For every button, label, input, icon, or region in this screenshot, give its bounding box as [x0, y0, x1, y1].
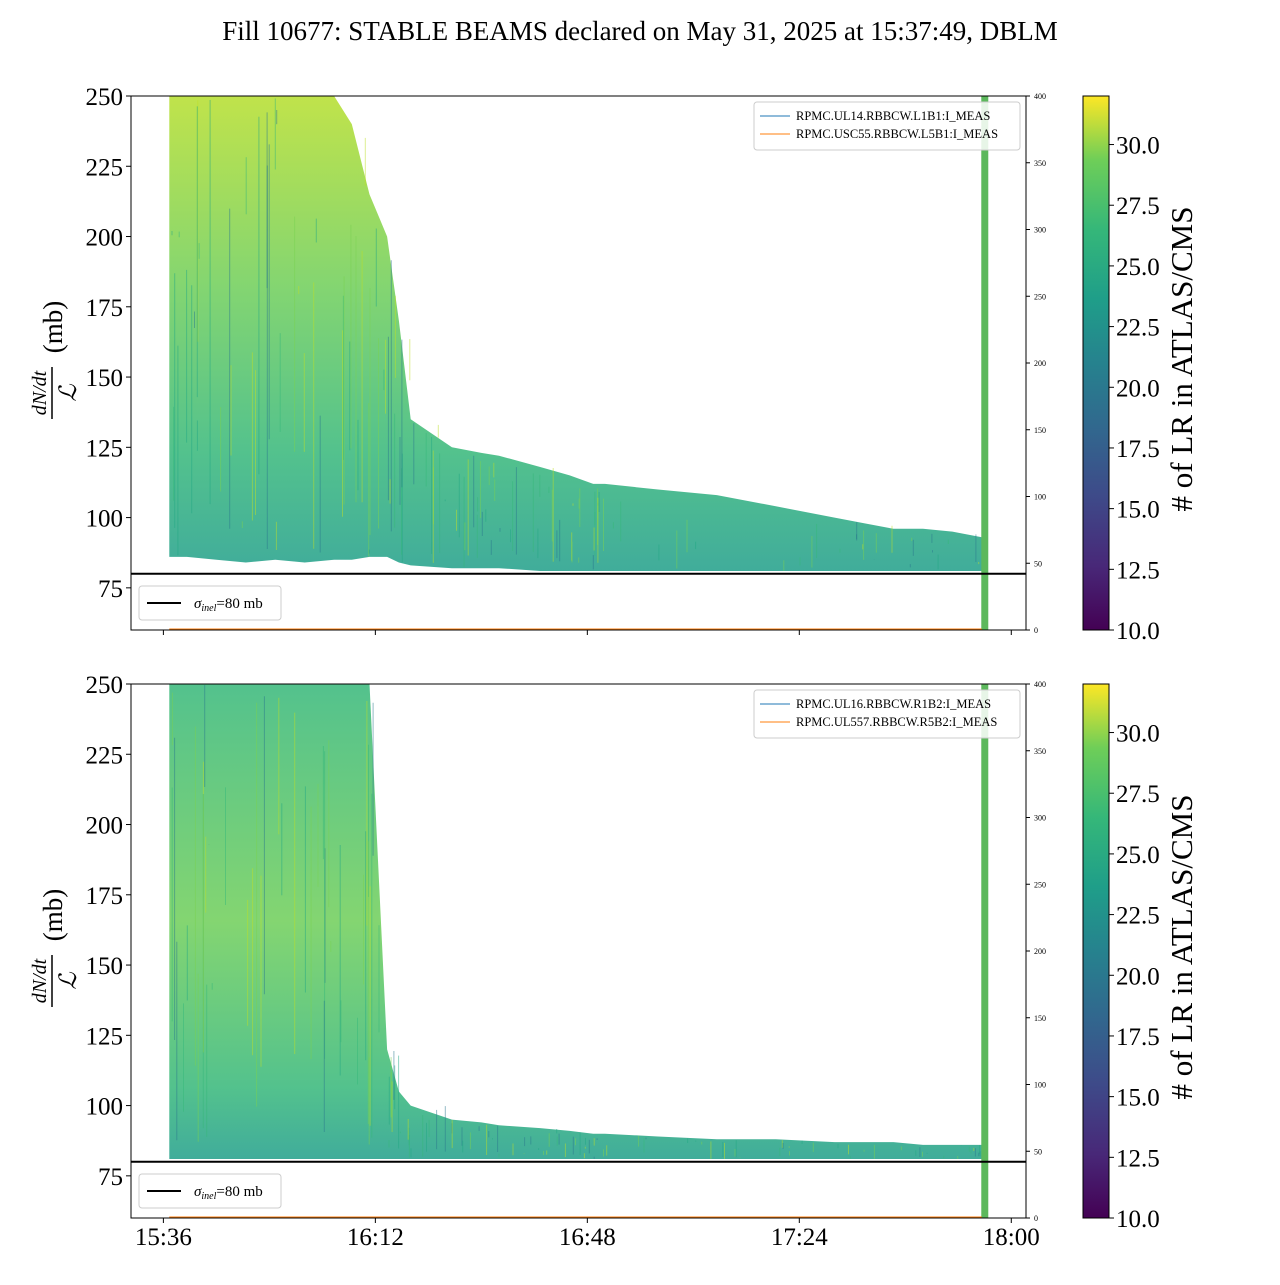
colorbar-tick-label: 15.0 — [1116, 1085, 1160, 1112]
series-legend: RPMC.UL14.RBBCW.L1B1:I_MEAS RPMC.USC55.RB… — [753, 101, 1021, 151]
colorbar-tick-label: 12.5 — [1116, 1145, 1160, 1172]
y-tick-label: 150 — [86, 953, 124, 980]
y-label-denominator: ℒ — [56, 972, 82, 990]
colorbar-label: # of LR in ATLAS/CMS — [1164, 795, 1199, 1100]
y-tick-label: 200 — [86, 813, 124, 840]
x-tick-label: 18:00 — [983, 1224, 1040, 1251]
y-axis-label: dN/dt ℒ (mb) — [29, 301, 82, 419]
y2-tick-label: 200 — [1034, 947, 1046, 956]
colorbar-tick-label: 20.0 — [1116, 963, 1160, 990]
y2-tick-label: 300 — [1034, 814, 1046, 823]
y2-tick-label: 100 — [1034, 1081, 1046, 1090]
y2-tick-label: 200 — [1034, 359, 1046, 368]
y-tick-label: 150 — [86, 365, 124, 392]
y-label-denominator: ℒ — [56, 384, 82, 402]
legend-label: RPMC.UL14.RBBCW.L1B1:I_MEAS — [796, 109, 990, 123]
signal-layer — [169, 684, 982, 1159]
y-label-unit: (mb) — [38, 889, 68, 941]
legend-label: RPMC.UL16.RBBCW.R1B2:I_MEAS — [796, 697, 991, 711]
y-axis-label: dN/dt ℒ (mb) — [29, 889, 82, 1007]
reference-legend: σinel=80 mb — [138, 1173, 282, 1209]
x-tick-label: 16:48 — [559, 1224, 616, 1251]
y-label-numerator: dN/dt — [29, 958, 51, 1003]
colorbar: 10.0 12.5 15.0 17.5 20.0 22.5 25.0 27.5 30.0 # of… — [1082, 95, 1199, 645]
marker-band — [981, 96, 989, 630]
reference-legend: σinel=80 mb — [138, 585, 282, 621]
signal-layer — [169, 96, 982, 571]
signal-strands — [171, 98, 980, 571]
signal-strands — [171, 685, 981, 1159]
colorbar-tick-label: 12.5 — [1116, 557, 1160, 584]
figure-title: Fill 10677: STABLE BEAMS declared on May… — [222, 16, 1058, 46]
colorbar-tick-label: 15.0 — [1116, 497, 1160, 524]
colorbar-tick-label: 22.5 — [1116, 903, 1160, 930]
y2-tick-label: 0 — [1034, 626, 1038, 635]
y2-tick-label: 50 — [1034, 1147, 1042, 1156]
y2-tick-label: 400 — [1034, 92, 1046, 101]
legend-label: RPMC.UL557.RBBCW.R5B2:I_MEAS — [796, 715, 997, 729]
reference-legend-box — [138, 1173, 282, 1209]
reference-legend-label: σinel=80 mb — [194, 596, 263, 614]
reference-legend-box — [138, 585, 282, 621]
y-label-numerator: dN/dt — [29, 370, 51, 415]
subplot-1: 75 100 125 150 175 200 225 250 0 50 100 150 200 250 30… — [29, 84, 1199, 645]
y2-tick-label: 250 — [1034, 292, 1046, 301]
y-tick-label: 75 — [98, 1164, 123, 1191]
y-tick-label: 75 — [98, 576, 123, 603]
colorbar-tick-label: 27.5 — [1116, 781, 1160, 808]
y-tick-label: 225 — [86, 154, 124, 181]
colorbar-tick-label: 25.0 — [1116, 254, 1160, 281]
colorbar-gradient — [1082, 683, 1110, 1219]
y-tick-label: 100 — [86, 506, 124, 533]
legend-box — [753, 101, 1021, 151]
y-tick-label: 125 — [86, 1023, 124, 1050]
y-tick-label: 100 — [86, 1094, 124, 1121]
y-tick-label: 200 — [86, 225, 124, 252]
y-tick-label: 225 — [86, 742, 124, 769]
x-tick-label: 16:12 — [347, 1224, 404, 1251]
subplot-2: 75 100 125 150 175 200 225 250 0 50 100 150 200 250 30… — [29, 672, 1199, 1251]
signal-envelope — [169, 684, 982, 1159]
colorbar-tick-label: 22.5 — [1116, 315, 1160, 342]
marker-band — [981, 684, 989, 1218]
y2-tick-label: 50 — [1034, 559, 1042, 568]
colorbar: 10.0 12.5 15.0 17.5 20.0 22.5 25.0 27.5 30.0 # of… — [1082, 683, 1199, 1233]
reference-legend-label: σinel=80 mb — [194, 1184, 263, 1202]
y2-tick-label: 250 — [1034, 880, 1046, 889]
y-tick-label: 175 — [86, 295, 124, 322]
colorbar-label: # of LR in ATLAS/CMS — [1164, 207, 1199, 512]
y2-tick-label: 350 — [1034, 747, 1046, 756]
colorbar-tick-label: 30.0 — [1116, 721, 1160, 748]
y2-tick-label: 100 — [1034, 493, 1046, 502]
x-tick-label: 17:24 — [771, 1224, 828, 1251]
y2-tick-label: 150 — [1034, 1014, 1046, 1023]
y2-tick-label: 0 — [1034, 1214, 1038, 1223]
y2-tick-label: 350 — [1034, 159, 1046, 168]
legend-box — [753, 689, 1021, 739]
legend-label: RPMC.USC55.RBBCW.L5B1:I_MEAS — [796, 127, 998, 141]
y-tick-label: 175 — [86, 883, 124, 910]
colorbar-tick-label: 25.0 — [1116, 842, 1160, 869]
colorbar-tick-label: 10.0 — [1116, 1206, 1160, 1233]
colorbar-tick-label: 17.5 — [1116, 1024, 1160, 1051]
y-label-unit: (mb) — [38, 301, 68, 353]
x-tick-label: 15:36 — [135, 1224, 192, 1251]
colorbar-tick-label: 10.0 — [1116, 618, 1160, 645]
signal-envelope — [169, 96, 982, 571]
series-legend: RPMC.UL16.RBBCW.R1B2:I_MEAS RPMC.UL557.RB… — [753, 689, 1021, 739]
y2-tick-label: 300 — [1034, 226, 1046, 235]
colorbar-tick-label: 20.0 — [1116, 375, 1160, 402]
colorbar-tick-label: 27.5 — [1116, 193, 1160, 220]
y-tick-label: 250 — [86, 672, 124, 699]
y2-tick-label: 400 — [1034, 680, 1046, 689]
y-tick-label: 250 — [86, 84, 124, 111]
y-tick-label: 125 — [86, 435, 124, 462]
y2-tick-label: 150 — [1034, 426, 1046, 435]
colorbar-gradient — [1082, 95, 1110, 631]
colorbar-tick-label: 30.0 — [1116, 133, 1160, 160]
colorbar-tick-label: 17.5 — [1116, 436, 1160, 463]
